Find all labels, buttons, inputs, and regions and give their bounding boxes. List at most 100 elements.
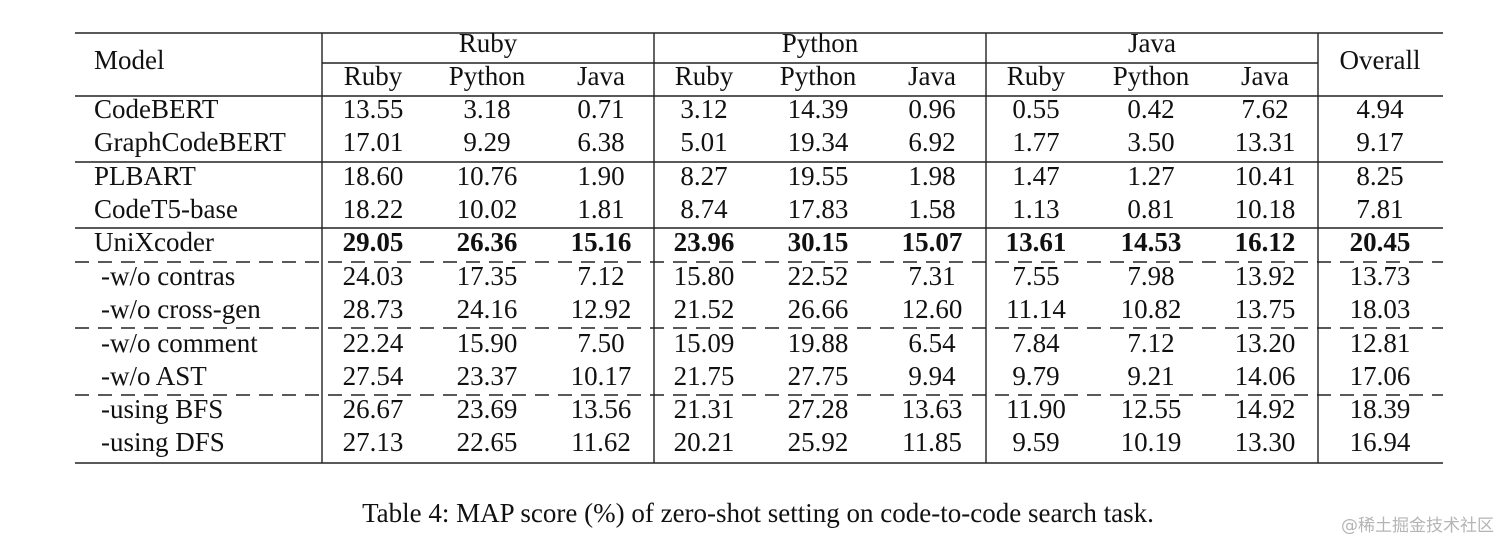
watermark: @稀土掘金技术社区 (1341, 516, 1494, 536)
cell-value: 8.25 (1356, 161, 1403, 191)
row-label: UniXcoder (94, 227, 214, 257)
cell-value: 3.50 (1127, 127, 1174, 157)
cell-value: 3.12 (680, 94, 727, 124)
cell-value: 10.41 (1235, 161, 1296, 191)
cell-value: 16.12 (1235, 227, 1296, 257)
cell-value: 19.88 (788, 328, 849, 358)
cell-value: 0.81 (1127, 194, 1174, 224)
cell-value: 1.77 (1012, 127, 1059, 157)
cell-value: 12.60 (902, 294, 963, 324)
cell-value: 23.96 (674, 227, 735, 257)
cell-value: 19.34 (788, 127, 849, 157)
row-label: -using BFS (101, 394, 223, 424)
cell-value: 20.45 (1350, 227, 1411, 257)
row-label: -w/o comment (101, 328, 258, 358)
cell-value: 7.12 (577, 261, 624, 291)
cell-value: 1.27 (1127, 161, 1174, 191)
row-label: CodeT5-base (94, 194, 238, 224)
cell-value: 21.31 (674, 394, 735, 424)
subcolumn-header: Ruby (675, 61, 734, 91)
cell-value: 29.05 (343, 227, 404, 257)
cell-value: 25.92 (788, 427, 849, 457)
cell-value: 14.39 (788, 94, 849, 124)
cell-value: 10.82 (1121, 294, 1182, 324)
cell-value: 15.09 (674, 328, 735, 358)
cell-value: 9.29 (463, 127, 510, 157)
cell-value: 22.52 (788, 261, 849, 291)
cell-value: 23.69 (457, 394, 518, 424)
cell-value: 27.75 (788, 361, 849, 391)
cell-value: 12.92 (571, 294, 632, 324)
cell-value: 8.74 (680, 194, 728, 224)
cell-value: 0.96 (908, 94, 955, 124)
cell-value: 18.60 (343, 161, 404, 191)
cell-value: 9.21 (1127, 361, 1174, 391)
cell-value: 18.22 (343, 194, 404, 224)
overall-header: Overall (1340, 45, 1421, 75)
cell-value: 27.13 (343, 427, 404, 457)
cell-value: 13.20 (1235, 328, 1296, 358)
cell-value: 1.58 (908, 194, 955, 224)
cell-value: 22.24 (343, 328, 404, 358)
cell-value: 27.28 (788, 394, 849, 424)
cell-value: 7.81 (1356, 194, 1403, 224)
cell-value: 11.90 (1006, 394, 1066, 424)
cell-value: 5.01 (680, 127, 727, 157)
cell-value: 12.55 (1121, 394, 1182, 424)
cell-value: 14.06 (1235, 361, 1296, 391)
cell-value: 23.37 (457, 361, 518, 391)
cell-value: 7.98 (1127, 261, 1174, 291)
group-header: Python (782, 28, 859, 58)
cell-value: 14.53 (1121, 227, 1182, 257)
cell-value: 15.07 (902, 227, 963, 257)
cell-value: 13.31 (1235, 127, 1296, 157)
cell-value: 7.62 (1241, 94, 1288, 124)
cell-value: 13.55 (343, 94, 404, 124)
cell-value: 15.80 (674, 261, 735, 291)
cell-value: 10.17 (571, 361, 632, 391)
subcolumn-header: Java (1241, 61, 1289, 91)
group-header: Ruby (459, 28, 518, 58)
cell-value: 24.03 (343, 261, 404, 291)
subcolumn-header: Java (908, 61, 956, 91)
cell-value: 1.81 (577, 194, 624, 224)
cell-value: 13.75 (1235, 294, 1296, 324)
cell-value: 4.94 (1356, 94, 1404, 124)
row-label: -w/o contras (101, 261, 235, 291)
subcolumn-header: Python (780, 61, 857, 91)
cell-value: 15.16 (571, 227, 632, 257)
cell-value: 26.36 (457, 227, 518, 257)
cell-value: 21.52 (674, 294, 735, 324)
cell-value: 13.30 (1235, 427, 1296, 457)
cell-value: 1.90 (577, 161, 624, 191)
cell-value: 13.56 (571, 394, 632, 424)
row-label: -w/o cross-gen (101, 294, 261, 324)
cell-value: 10.19 (1121, 427, 1182, 457)
cell-value: 18.39 (1350, 394, 1411, 424)
cell-value: 22.65 (457, 427, 518, 457)
subcolumn-header: Python (1113, 61, 1190, 91)
subcolumn-header: Ruby (344, 61, 403, 91)
group-header: Java (1128, 28, 1176, 58)
cell-value: 14.92 (1235, 394, 1296, 424)
cell-value: 20.21 (674, 427, 735, 457)
cell-value: 8.27 (680, 161, 727, 191)
cell-value: 26.67 (343, 394, 404, 424)
cell-value: 18.03 (1350, 294, 1411, 324)
cell-value: 0.71 (577, 94, 624, 124)
cell-value: 16.94 (1350, 427, 1411, 457)
cell-value: 10.18 (1235, 194, 1296, 224)
cell-value: 19.55 (788, 161, 849, 191)
cell-value: 17.01 (343, 127, 404, 157)
cell-value: 9.17 (1356, 127, 1403, 157)
cell-value: 13.73 (1350, 261, 1411, 291)
row-label: GraphCodeBERT (94, 127, 286, 157)
cell-value: 26.66 (788, 294, 849, 324)
cell-value: 0.42 (1127, 94, 1174, 124)
model-header: Model (94, 45, 165, 75)
row-label: CodeBERT (94, 94, 219, 124)
row-label: -using DFS (101, 427, 225, 457)
cell-value: 17.35 (457, 261, 518, 291)
